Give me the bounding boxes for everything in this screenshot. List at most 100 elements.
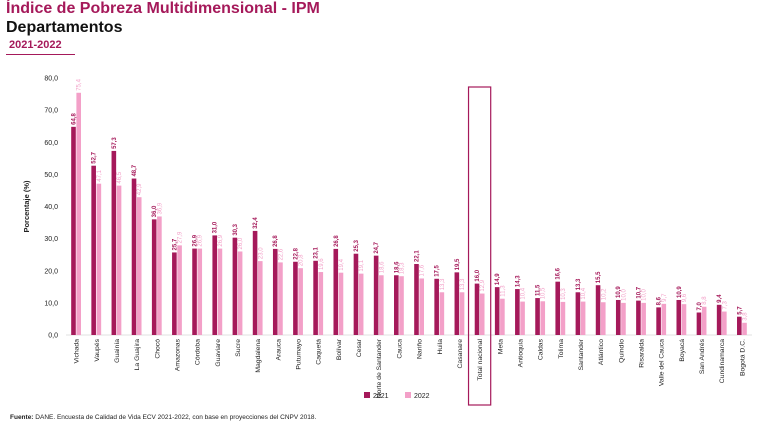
data-label-2022: 10,0 xyxy=(621,289,627,301)
data-label-2021: 48,7 xyxy=(132,164,138,176)
data-label-2022: 26,0 xyxy=(238,237,244,249)
category-label: Valle del Cauca xyxy=(659,339,666,386)
data-label-2021: 14,3 xyxy=(515,275,521,287)
data-label-2021: 30,3 xyxy=(233,223,239,235)
bar-2021 xyxy=(515,289,520,335)
data-label-2021: 19,5 xyxy=(455,258,461,270)
bar-2021 xyxy=(434,278,439,335)
data-label-2021: 7,0 xyxy=(697,302,703,311)
source-text: DANE. Encuesta de Calidad de Vida ECV 20… xyxy=(35,414,317,421)
data-label-2021: 24,7 xyxy=(374,241,380,253)
category-label: La Guajira xyxy=(134,339,141,371)
category-label: Huila xyxy=(437,339,444,355)
bar-2022 xyxy=(479,293,485,335)
bar-2022 xyxy=(197,248,203,335)
data-label-2022: 10,5 xyxy=(541,287,547,299)
category-label: Cesar xyxy=(356,338,363,357)
bar-2022 xyxy=(116,185,122,335)
bar-2022 xyxy=(600,302,606,335)
bar-2021 xyxy=(716,304,722,335)
legend-swatch-2022 xyxy=(405,392,411,398)
category-label: Córdoba xyxy=(195,339,202,365)
y-tick-label: 80,0 xyxy=(44,76,58,83)
category-label: Guainía xyxy=(114,339,121,363)
bar-2022 xyxy=(318,272,324,335)
data-label-2022: 19,1 xyxy=(359,259,365,271)
bar-2021 xyxy=(575,292,581,335)
y-tick-label: 70,0 xyxy=(44,108,58,115)
category-label: San Andrés xyxy=(699,338,706,374)
category-label: Cundinamarca xyxy=(719,339,726,383)
y-tick-label: 30,0 xyxy=(44,236,58,243)
data-label-2022: 12,9 xyxy=(480,279,486,291)
data-label-2022: 26,9 xyxy=(218,234,224,246)
bar-2022 xyxy=(237,251,243,335)
category-label: Bolívar xyxy=(336,338,343,360)
bar-2021 xyxy=(131,178,137,335)
legend-label-2021: 2021 xyxy=(373,393,389,400)
data-label-2022: 17,6 xyxy=(420,264,426,276)
bar-2022 xyxy=(701,306,707,335)
bar-2022 xyxy=(621,302,626,335)
bar-2022 xyxy=(217,248,223,335)
bar-2022 xyxy=(580,301,586,335)
bar-2021 xyxy=(252,230,258,335)
data-label-2022: 19,4 xyxy=(339,258,345,270)
y-tick-label: 40,0 xyxy=(44,204,58,211)
bar-2022 xyxy=(419,278,424,335)
data-label-2021: 17,5 xyxy=(435,264,441,276)
bar-2022 xyxy=(257,261,263,335)
category-label: Boyacá xyxy=(679,339,686,362)
data-label-2021: 22,1 xyxy=(414,250,420,262)
y-tick-label: 0,0 xyxy=(48,333,58,340)
data-label-2022: 11,3 xyxy=(500,285,506,297)
data-label-2022: 10,4 xyxy=(581,287,587,299)
data-label-2021: 10,9 xyxy=(616,286,622,298)
category-label: Chocó xyxy=(154,339,161,359)
category-label: Tolima xyxy=(558,339,565,359)
category-label: Norte de Santander xyxy=(376,338,383,398)
category-label: Caldas xyxy=(538,338,545,360)
bar-2022 xyxy=(722,311,727,335)
bar-2022 xyxy=(358,273,364,335)
source-label: Fuente: xyxy=(10,414,34,421)
bar-2021 xyxy=(151,219,157,335)
chart-subtitle: Departamentos xyxy=(6,19,123,36)
period-label: 2021-2022 xyxy=(9,39,62,51)
data-label-2022: 10,4 xyxy=(521,287,527,299)
bar-2021 xyxy=(293,261,298,335)
data-label-2022: 10,3 xyxy=(561,288,567,300)
data-label-2021: 13,3 xyxy=(576,278,582,290)
category-label: Guaviare xyxy=(215,339,222,367)
bar-2021 xyxy=(272,248,278,335)
bar-2021 xyxy=(172,252,177,335)
data-label-2022: 10,2 xyxy=(601,288,607,300)
bar-2022 xyxy=(540,301,546,335)
y-tick-label: 10,0 xyxy=(44,300,58,307)
data-label-2021: 10,7 xyxy=(636,286,642,298)
bar-2021 xyxy=(454,272,460,335)
data-label-2021: 15,5 xyxy=(596,271,602,283)
bar-2021 xyxy=(676,299,682,335)
data-label-2022: 9,7 xyxy=(662,293,668,302)
data-label-2021: 31,0 xyxy=(213,221,219,233)
category-label: Putumayo xyxy=(296,339,303,370)
bar-2021 xyxy=(192,248,197,335)
bar-2021 xyxy=(71,126,76,335)
data-label-2021: 25,3 xyxy=(354,239,360,251)
bar-2022 xyxy=(500,298,505,335)
data-label-2022: 10,0 xyxy=(642,289,648,301)
bar-2022 xyxy=(439,292,445,335)
data-label-2021: 26,8 xyxy=(273,235,279,247)
category-label: Cauca xyxy=(396,339,403,359)
bar-2022 xyxy=(681,304,687,335)
data-label-2021: 25,7 xyxy=(172,238,178,250)
bar-2021 xyxy=(111,150,117,335)
chart-title: Índice de Pobreza Multidimensional - IPM xyxy=(6,0,320,17)
bar-2021 xyxy=(595,285,601,335)
data-label-2022: 7,3 xyxy=(722,301,728,310)
bar-2022 xyxy=(96,183,102,335)
y-axis-title: Porcentaje (%) xyxy=(22,180,31,233)
data-label-2021: 16,0 xyxy=(475,269,481,281)
